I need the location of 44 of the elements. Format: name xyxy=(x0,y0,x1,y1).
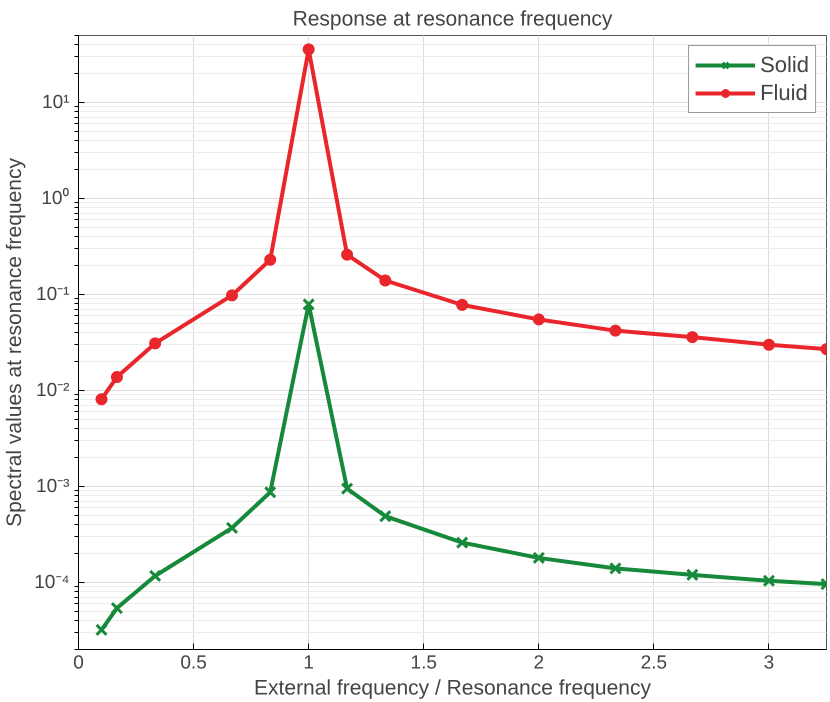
point xyxy=(609,324,622,337)
y-tick-label: 10¹ xyxy=(42,92,70,114)
point xyxy=(456,298,468,311)
point xyxy=(110,371,123,384)
y-tick-label: 10⁻² xyxy=(36,380,70,401)
point xyxy=(302,43,315,56)
point xyxy=(456,536,469,550)
y-tick-label: 10⁻¹ xyxy=(36,284,70,306)
point xyxy=(264,254,276,266)
point xyxy=(609,562,622,575)
x-tick-label: 3 xyxy=(764,652,774,674)
x-tick-label: 0 xyxy=(73,652,84,674)
point xyxy=(532,313,545,326)
y-axis-title: Spectral values at resonance frequency xyxy=(3,158,26,527)
point xyxy=(378,510,392,523)
x-axis-title: External frequency / Resonance frequency xyxy=(254,676,652,700)
chart-title: Response at resonance frequency xyxy=(292,8,613,30)
point xyxy=(110,602,124,615)
point xyxy=(379,274,392,286)
point xyxy=(341,248,354,261)
point xyxy=(149,337,162,350)
point xyxy=(226,521,238,534)
x-tick-label: 1.5 xyxy=(410,652,437,674)
legend-label: Fluid xyxy=(760,80,808,106)
legend-label: Solid xyxy=(760,52,809,78)
point xyxy=(264,486,277,499)
point xyxy=(302,298,316,311)
y-tick-label: 10⁻⁴ xyxy=(34,572,70,593)
x-tick-label: 1 xyxy=(303,652,314,674)
point xyxy=(686,568,699,582)
x-tick-label: 2 xyxy=(534,652,544,674)
point xyxy=(226,289,238,302)
point xyxy=(532,551,546,564)
point xyxy=(762,574,776,588)
point xyxy=(96,393,108,406)
point xyxy=(340,482,354,496)
x-tick-label: 0.5 xyxy=(180,652,207,674)
x-tick-label: 2.5 xyxy=(640,652,668,674)
point xyxy=(762,338,775,351)
point xyxy=(95,623,108,636)
point xyxy=(148,569,162,582)
y-tick-label: 10⁻³ xyxy=(36,476,70,497)
point xyxy=(686,331,698,344)
y-tick-label: 10⁰ xyxy=(41,187,70,210)
